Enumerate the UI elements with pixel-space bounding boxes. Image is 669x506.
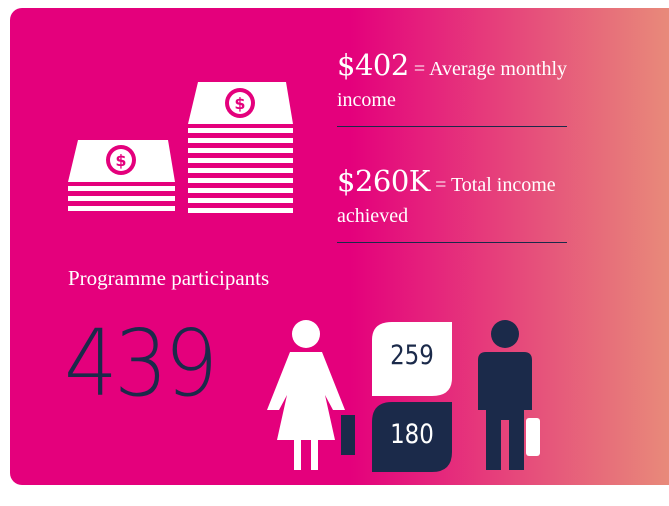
stat-label: = Total income achieved (337, 174, 556, 227)
svg-text:$: $ (234, 94, 245, 113)
stat: $402 = Average monthly income (337, 50, 567, 127)
money-left: $ (68, 140, 175, 211)
stat-value: $402 (337, 48, 409, 82)
money-right: $ (188, 82, 293, 213)
participants-title: Programme participants (68, 266, 270, 290)
male-count: 180 (390, 419, 434, 450)
svg-text:$: $ (115, 151, 126, 170)
female-leaf (372, 322, 452, 396)
male-leaf (372, 402, 452, 472)
man-icon (478, 320, 540, 470)
stat: $260K = Total income achieved (337, 166, 567, 243)
stat-label: = Average monthly income (337, 58, 568, 111)
stat-value: $260K (337, 164, 430, 198)
participants-total: 439 (64, 310, 218, 417)
female-count: 259 (390, 340, 434, 371)
woman-icon (267, 320, 355, 470)
